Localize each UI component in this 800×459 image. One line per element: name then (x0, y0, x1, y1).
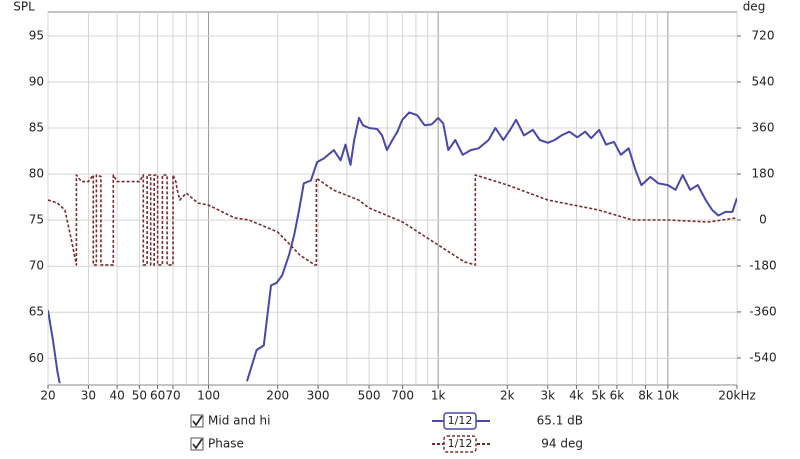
series-line (48, 111, 737, 384)
x-tick-label: 1k (431, 389, 446, 403)
y2-axis-label: deg (743, 0, 766, 14)
y2-tick-label: 720 (752, 29, 775, 43)
smoothing-label: 1/12 (448, 437, 473, 450)
x-tick-label: 700 (391, 389, 414, 403)
y2-tick-label: 360 (752, 120, 775, 134)
lines (48, 111, 737, 384)
smoothing-box[interactable] (443, 412, 477, 430)
y-tick-label: 85 (29, 121, 44, 135)
y2-tick-label: -540 (749, 350, 776, 364)
readout: 94 deg (541, 437, 583, 451)
x-tick-label: 70 (165, 389, 180, 403)
y-tick-label: 70 (29, 259, 44, 273)
x-tick-label: 8k (638, 389, 653, 403)
grid (47, 12, 741, 389)
y2-tick-label: 180 (752, 166, 775, 180)
y2-tick-label: -180 (749, 258, 776, 272)
legend-item: Phase 1/12 94 deg (190, 435, 583, 453)
x-tick-label: 20kHz (718, 389, 756, 403)
checkmark (192, 438, 203, 450)
y-tick-label: 80 (29, 167, 44, 181)
smoothing-label: 1/12 (448, 414, 473, 427)
x-tick-label: 2k (500, 389, 515, 403)
y2-tick-label: 540 (752, 75, 775, 89)
y-axis-label: SPL (13, 0, 35, 14)
y2-tick-label: -360 (749, 304, 776, 318)
x-tick-label: 4k (569, 389, 584, 403)
x-tick-label: 100 (197, 389, 220, 403)
y-tick-label: 60 (29, 351, 44, 365)
x-tick-label: 60 (150, 389, 165, 403)
x-tick-label: 6k (610, 389, 625, 403)
y-tick-label: 65 (29, 305, 44, 319)
y-tick-label: 90 (29, 74, 44, 88)
y-tick-label: 95 (29, 28, 44, 42)
legend-label: Mid and hi (208, 414, 270, 428)
smoothing-box[interactable] (443, 435, 477, 453)
x-tick-label: 40 (109, 389, 124, 403)
legend-label: Phase (208, 437, 244, 451)
x-tick-label: 10k (657, 389, 679, 403)
x-tick-label: 20 (40, 389, 55, 403)
x-tick-label: 50 (132, 389, 147, 403)
y2-tick-label: 0 (759, 212, 767, 226)
checkmark (192, 415, 203, 427)
x-tick-label: 5k (591, 389, 606, 403)
y-tick-label: 75 (29, 213, 44, 227)
readout: 65.1 dB (537, 414, 583, 428)
legend: Mid and hi 1/12 65.1 dB Phase 1/12 94 deg (190, 412, 583, 453)
series-line (48, 174, 737, 266)
x-tick-label: 500 (358, 389, 381, 403)
x-tick-label: 30 (81, 389, 96, 403)
x-tick-label: 200 (266, 389, 289, 403)
x-tick-label: 300 (307, 389, 330, 403)
x-tick-label: 3k (540, 389, 555, 403)
legend-item: Mid and hi 1/12 65.1 dB (190, 412, 583, 430)
